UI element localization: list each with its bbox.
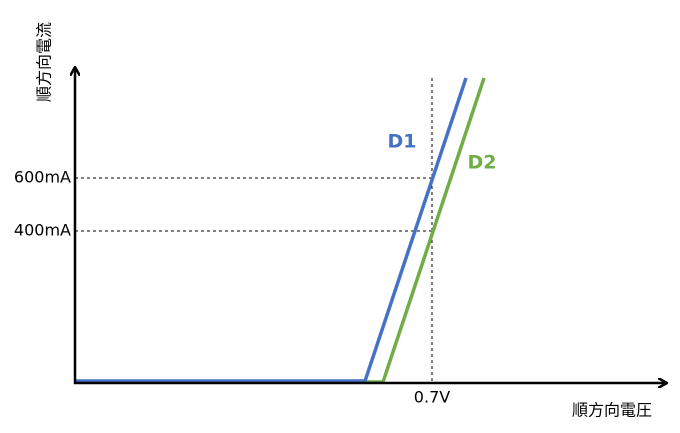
y-axis-label: 順方向電流 <box>35 22 54 102</box>
x-label: 0.7V <box>414 388 450 407</box>
y-label: 400mA <box>14 221 71 240</box>
x-axis-label: 順方向電圧 <box>572 401 652 420</box>
y-label: 600mA <box>14 168 71 187</box>
curve-label: D1 <box>388 131 417 153</box>
curve-d2 <box>75 77 486 384</box>
curve-label: D2 <box>468 152 497 174</box>
curve-d1 <box>75 77 468 383</box>
